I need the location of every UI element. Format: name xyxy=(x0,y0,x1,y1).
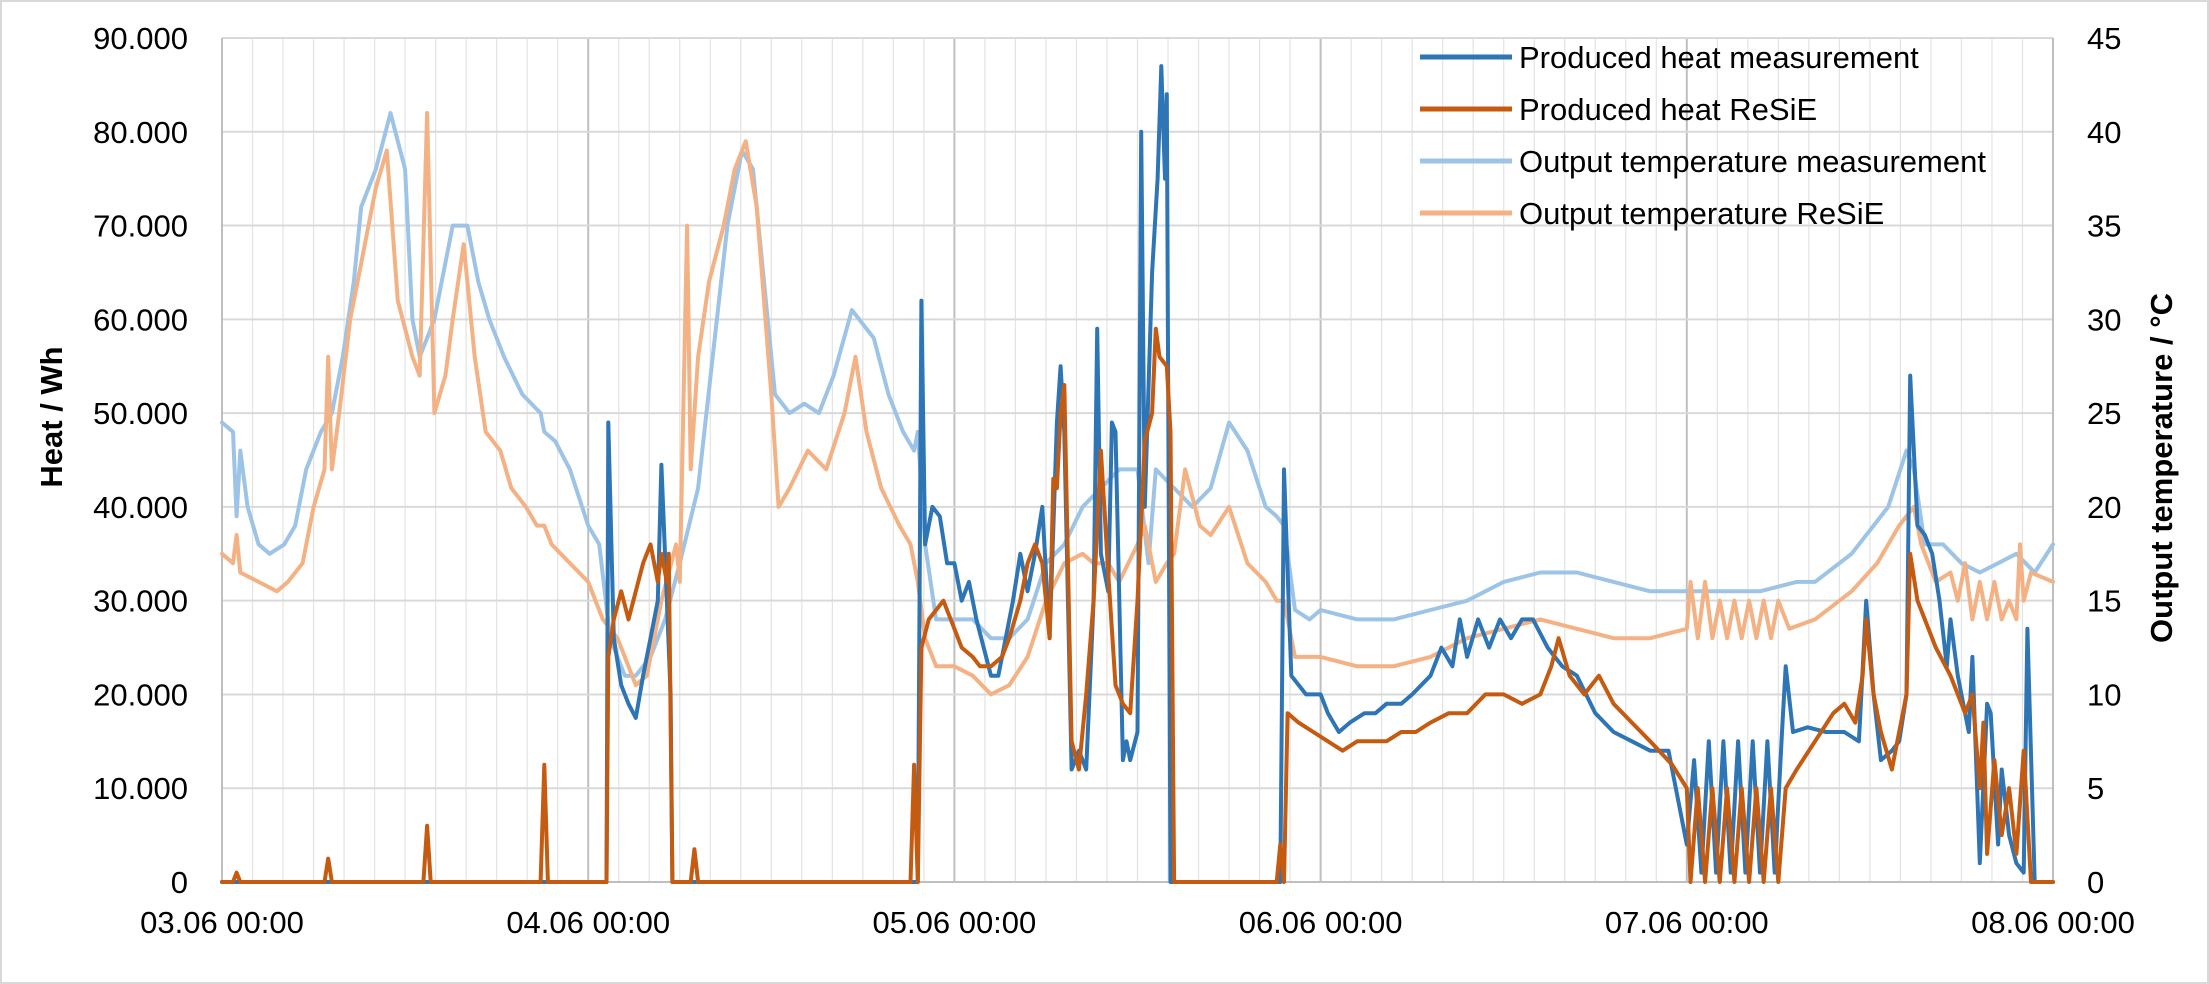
y-axis-title-left: Heat / Wh xyxy=(34,346,69,487)
legend: Produced heat measurement Produced heat R… xyxy=(1420,40,1986,231)
legend-label: Produced heat ReSiE xyxy=(1519,92,1817,127)
legend-item-produced-heat-resie: Produced heat ReSiE xyxy=(1420,92,1817,127)
series xyxy=(220,64,2055,884)
y-tick-label-left: 10.000 xyxy=(93,771,188,806)
legend-label: Produced heat measurement xyxy=(1519,40,1919,75)
y-tick-label-right: 45 xyxy=(2087,21,2121,56)
y-tick-label-left: 20.000 xyxy=(93,677,188,712)
y-tick-label-left: 90.000 xyxy=(93,21,188,56)
y-tick-label-left: 80.000 xyxy=(93,115,188,150)
x-tick-label: 05.06 00:00 xyxy=(873,905,1037,940)
y-tick-label-left: 60.000 xyxy=(93,302,188,337)
y-tick-label-right: 30 xyxy=(2087,302,2121,337)
y-tick-label-right: 35 xyxy=(2087,209,2121,244)
legend-label: Output temperature measurement xyxy=(1519,144,1986,179)
y-tick-label-right: 0 xyxy=(2087,865,2104,900)
y-tick-label-right: 40 xyxy=(2087,115,2121,150)
y-tick-label-left: 70.000 xyxy=(93,209,188,244)
series-line-produced-heat-resie xyxy=(220,326,2055,884)
y-axis-title-right: Output temperature / °C xyxy=(2144,293,2179,643)
series-line-output-temperature-resie xyxy=(220,111,2055,697)
legend-item-output-temperature-resie: Output temperature ReSiE xyxy=(1420,196,1884,231)
tick-labels: 0 10.000 20.000 30.000 40.000 50.000 60.000 70.… xyxy=(93,21,2135,940)
legend-item-output-temperature-measurement: Output temperature measurement xyxy=(1420,144,1986,179)
series-line-output-temperature-measurement xyxy=(220,111,2055,678)
y-tick-label-right: 5 xyxy=(2087,771,2104,806)
x-tick-label: 04.06 00:00 xyxy=(506,905,670,940)
y-tick-label-right: 15 xyxy=(2087,584,2121,619)
y-tick-label-left: 30.000 xyxy=(93,584,188,619)
x-tick-label: 07.06 00:00 xyxy=(1605,905,1769,940)
y-tick-label-right: 20 xyxy=(2087,490,2121,525)
y-tick-label-left: 50.000 xyxy=(93,396,188,431)
legend-item-produced-heat-measurement: Produced heat measurement xyxy=(1420,40,1919,75)
y-tick-label-right: 10 xyxy=(2087,677,2121,712)
x-tick-label: 03.06 00:00 xyxy=(140,905,304,940)
y-tick-label-left: 0 xyxy=(171,865,188,900)
x-tick-label: 08.06 00:00 xyxy=(1971,905,2135,940)
y-tick-label-left: 40.000 xyxy=(93,490,188,525)
legend-label: Output temperature ReSiE xyxy=(1519,196,1884,231)
x-tick-label: 06.06 00:00 xyxy=(1239,905,1403,940)
y-tick-label-right: 25 xyxy=(2087,396,2121,431)
